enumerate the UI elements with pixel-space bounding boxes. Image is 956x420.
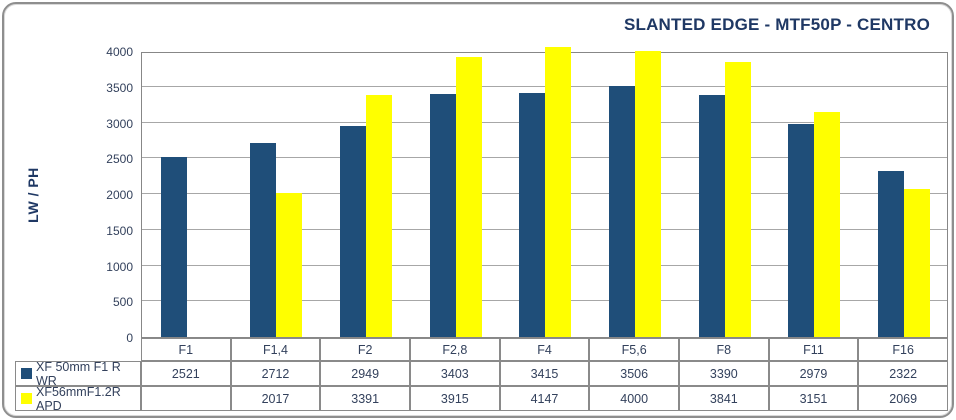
x-category-f1-4: F1,4	[230, 338, 321, 361]
bar-xf56mmf1-2r-apd-f5-6	[635, 51, 662, 337]
plot-area	[141, 47, 949, 338]
y-tick-2000: 2000	[106, 188, 133, 202]
value-xf56mmf1-2r-apd-f8: 3841	[679, 386, 769, 411]
bar-xf-50mm-f1-r-wr-f8	[698, 94, 725, 337]
x-category-f1: F1	[141, 338, 231, 361]
value-xf-50mm-f1-r-wr-f8: 3390	[679, 361, 769, 386]
value-xf-50mm-f1-r-wr-f5-6: 3506	[589, 361, 679, 386]
legend-label-xf-50mm-f1-r-wr: XF 50mm F1 R WR	[36, 359, 121, 388]
value-xf56mmf1-2r-apd-f1-4: 2017	[230, 386, 321, 411]
bar-xf56mmf1-2r-apd-f4	[545, 47, 572, 337]
value-xf56mmf1-2r-apd-f2-8: 3915	[410, 386, 500, 411]
value-xf-50mm-f1-r-wr-f2: 2949	[320, 361, 410, 386]
y-tick-3500: 3500	[106, 80, 133, 95]
value-xf-50mm-f1-r-wr-f16: 2322	[858, 361, 948, 386]
bar-xf56mmf1-2r-apd-f11	[814, 111, 841, 337]
legend-item-xf-50mm-f1-r-wr: XF 50mm F1 R WR	[15, 359, 141, 388]
bar-group-f1-4	[232, 53, 322, 337]
bar-xf-50mm-f1-r-wr-f4	[519, 92, 546, 337]
bar-xf-50mm-f1-r-wr-f2-8	[429, 93, 456, 337]
y-axis-title-label: LW / PH	[25, 167, 41, 223]
legend-swatch-xf-50mm-f1-r-wr	[21, 368, 32, 379]
bar-group-f5-6	[590, 51, 680, 337]
y-tick-3000: 3000	[106, 116, 133, 131]
bar-xf-50mm-f1-r-wr-f1-4	[250, 143, 277, 337]
y-tick-500: 500	[112, 295, 133, 310]
bar-group-f4	[501, 47, 591, 337]
value-xf56mmf1-2r-apd-f1	[141, 386, 231, 411]
value-xf-50mm-f1-r-wr-f1: 2521	[141, 361, 231, 386]
gridline-3500	[142, 85, 947, 87]
bar-group-f8	[680, 53, 770, 337]
value-xf56mmf1-2r-apd-f5-6: 4000	[589, 386, 679, 411]
value-xf-50mm-f1-r-wr-f2-8: 3403	[410, 361, 500, 386]
x-category-f4: F4	[499, 338, 590, 361]
bar-xf56mmf1-2r-apd-f1-4	[276, 192, 303, 337]
chart-title: SLANTED EDGE - MTF50P - CENTRO	[623, 15, 930, 34]
x-category-f16: F16	[858, 338, 948, 361]
y-axis-title: LW / PH	[22, 52, 44, 338]
legend-label-xf56mmf1-2r-apd: XF56mmF1.2R APD	[36, 384, 121, 413]
bar-xf-50mm-f1-r-wr-f16	[878, 170, 905, 337]
legend-swatch-xf56mmf1-2r-apd	[21, 393, 32, 404]
bar-xf56mmf1-2r-apd-f16	[904, 189, 931, 337]
x-category-f2-8: F2,8	[410, 338, 500, 361]
y-tick-0: 0	[126, 331, 133, 345]
bar-xf-50mm-f1-r-wr-f2	[340, 126, 367, 337]
y-tick-2500: 2500	[106, 152, 133, 167]
bar-group-f16	[859, 53, 949, 337]
bar-xf-50mm-f1-r-wr-f5-6	[609, 86, 636, 337]
value-xf-50mm-f1-r-wr-f1-4: 2712	[230, 361, 321, 386]
y-tick-4000: 4000	[106, 45, 133, 59]
bar-xf56mmf1-2r-apd-f8	[724, 62, 751, 337]
bar-group-f2	[321, 53, 411, 337]
value-xf56mmf1-2r-apd-f16: 2069	[858, 386, 948, 411]
bar-group-f2-8	[411, 53, 501, 337]
y-tick-1000: 1000	[106, 259, 133, 274]
x-category-f2: F2	[320, 338, 410, 361]
bar-xf-50mm-f1-r-wr-f11	[788, 124, 815, 337]
value-xf56mmf1-2r-apd-f11: 3151	[768, 386, 859, 411]
bar-group-f1	[142, 53, 232, 337]
bar-xf-50mm-f1-r-wr-f1	[160, 156, 187, 337]
y-tick-1500: 1500	[106, 223, 133, 238]
x-category-f5-6: F5,6	[589, 338, 679, 361]
value-xf56mmf1-2r-apd-f4: 4147	[499, 386, 590, 411]
legend-item-xf56mmf1-2r-apd: XF56mmF1.2R APD	[15, 384, 141, 413]
value-xf56mmf1-2r-apd-f2: 3391	[320, 386, 410, 411]
value-xf-50mm-f1-r-wr-f11: 2979	[768, 361, 859, 386]
bar-xf56mmf1-2r-apd-f2	[366, 94, 393, 337]
x-category-f8: F8	[679, 338, 769, 361]
value-xf-50mm-f1-r-wr-f4: 3415	[499, 361, 590, 386]
x-category-f11: F11	[768, 338, 859, 361]
bar-group-f11	[770, 53, 860, 337]
bar-xf56mmf1-2r-apd-f2-8	[455, 57, 482, 337]
